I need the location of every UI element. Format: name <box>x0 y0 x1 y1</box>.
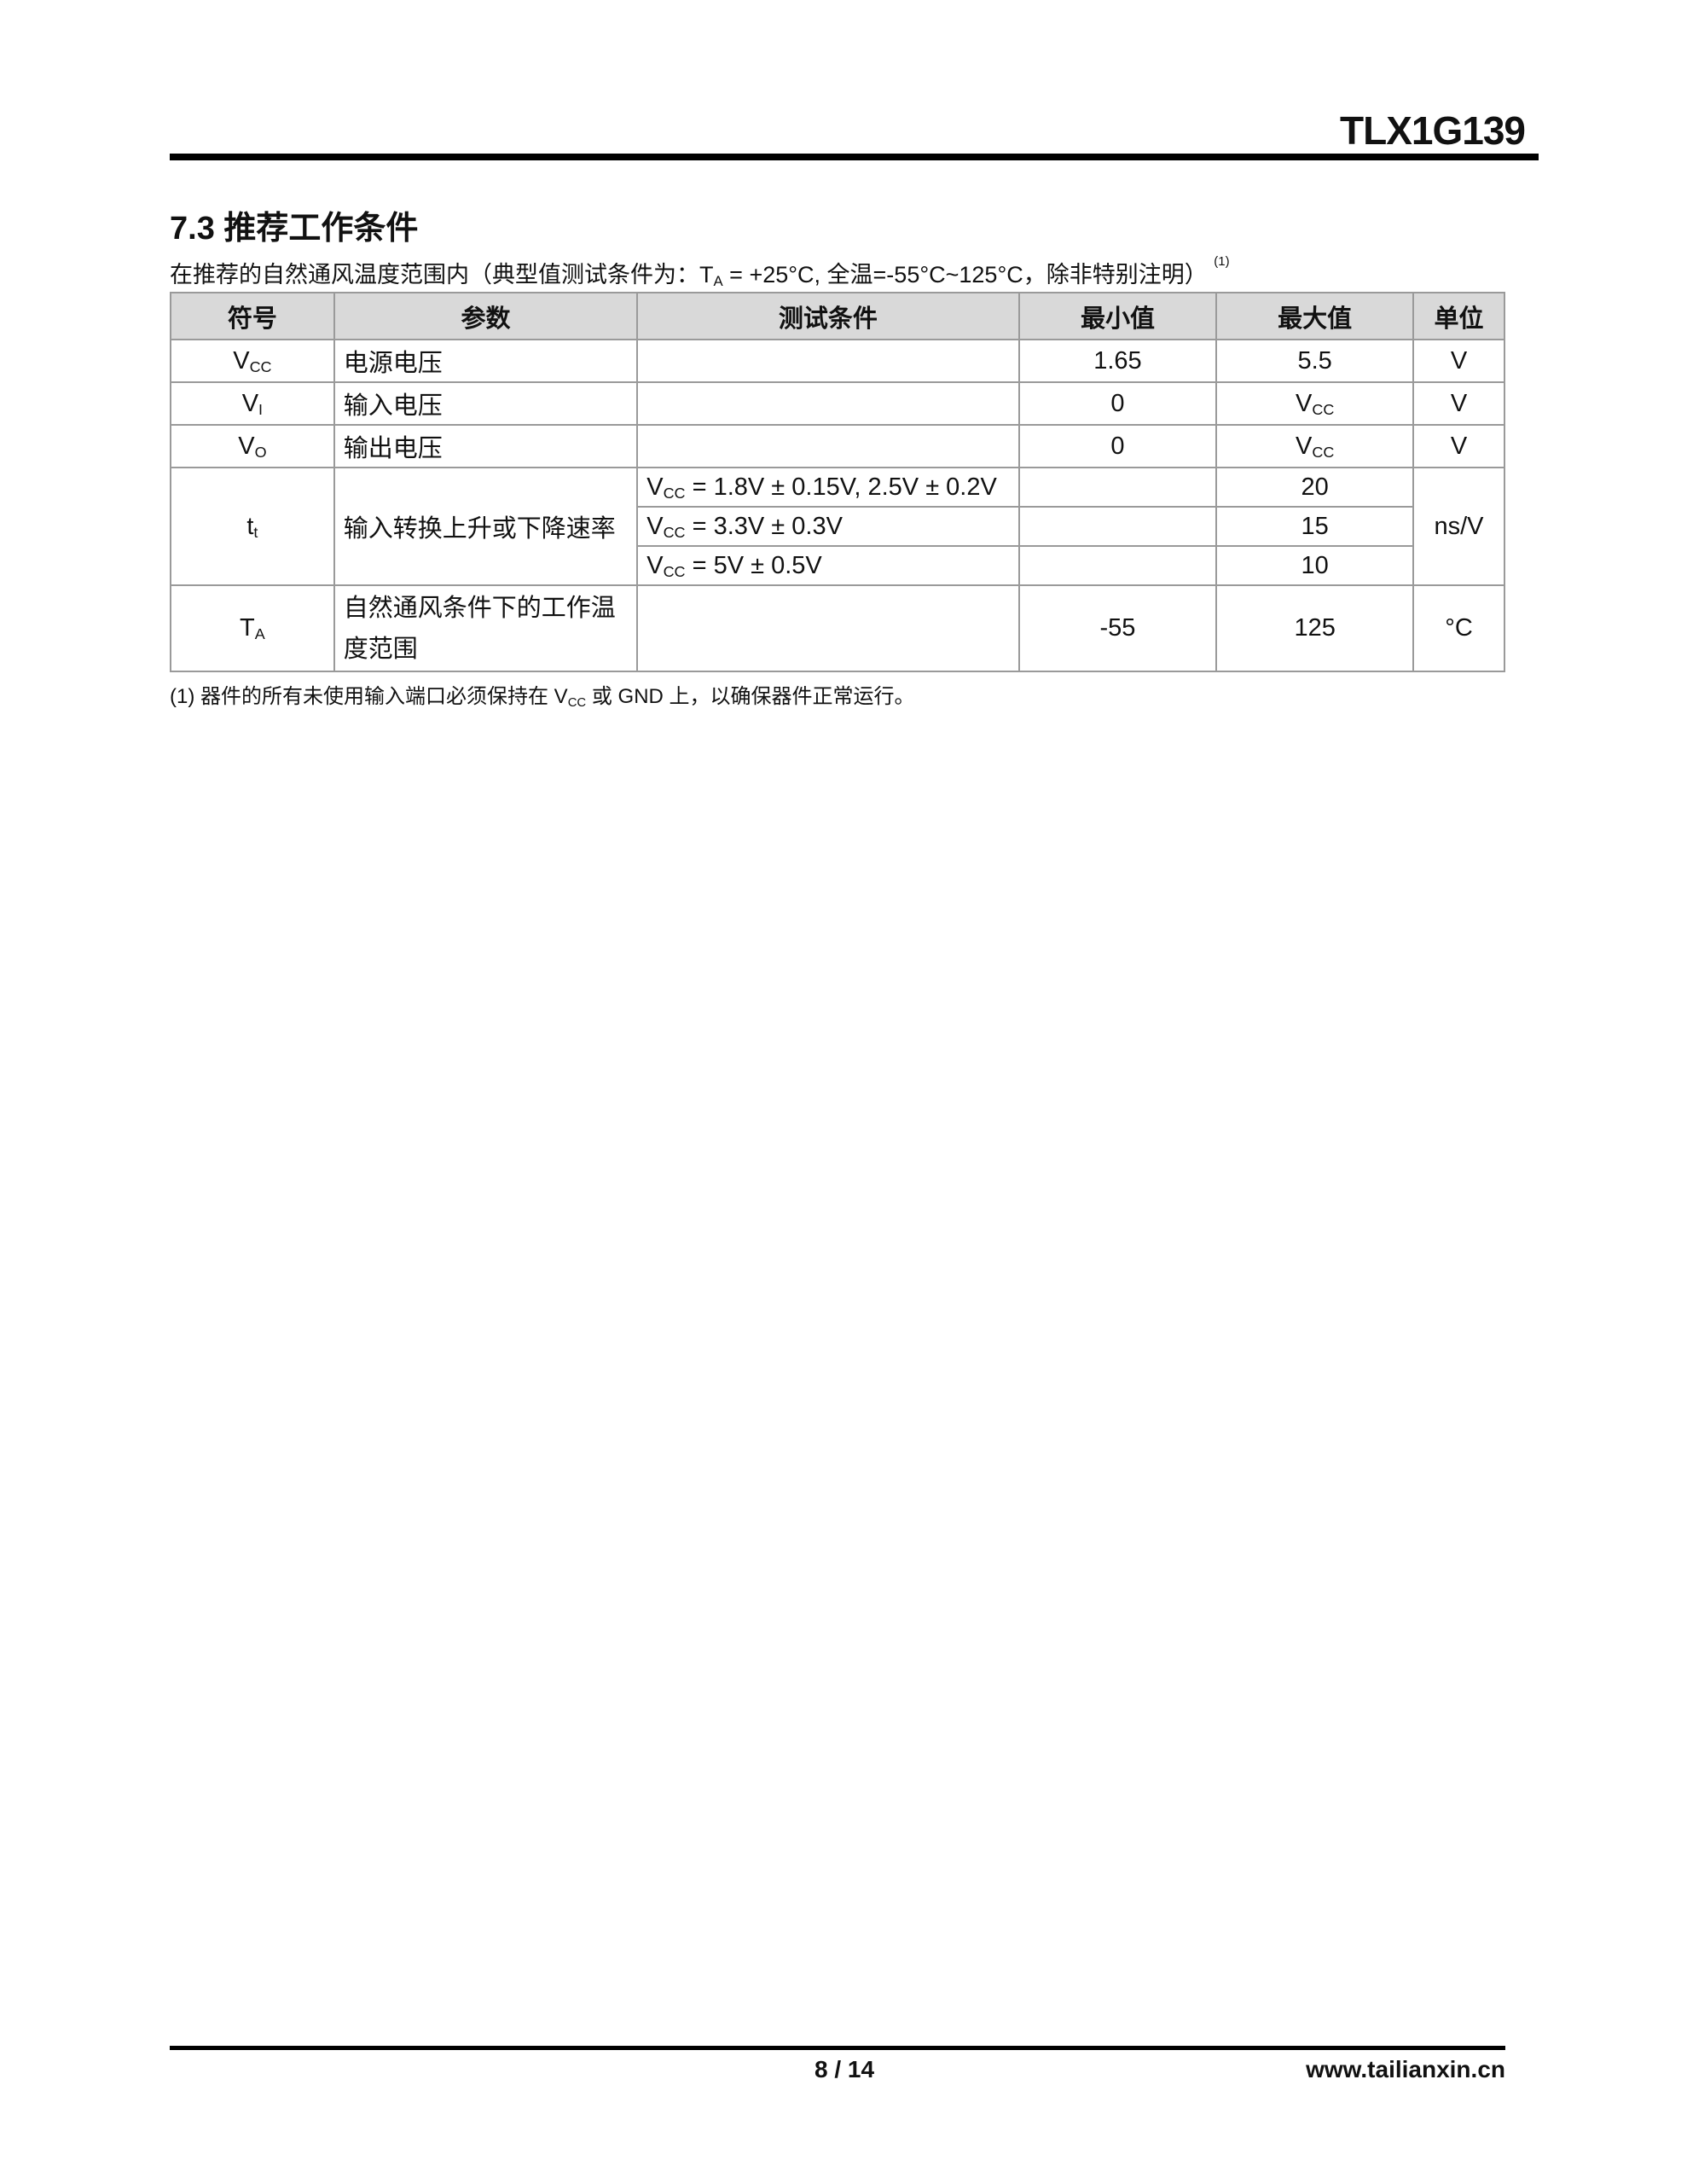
max-cell: 10 <box>1215 545 1415 586</box>
min-cell <box>1017 545 1218 586</box>
header-unit: 单位 <box>1412 292 1505 340</box>
header-conditions: 测试条件 <box>636 292 1020 340</box>
symbol-cell: VO <box>170 424 335 468</box>
max-cell: VCC <box>1215 381 1415 426</box>
cond-v: V <box>646 512 664 540</box>
unit-cell: °C <box>1412 584 1505 672</box>
conditions-cell <box>636 381 1020 426</box>
min-cell: 0 <box>1017 424 1218 468</box>
min-cell: 0 <box>1017 381 1218 426</box>
min-cell <box>1017 467 1218 508</box>
symbol-sub: I <box>258 400 264 418</box>
parameter-cell: 输出电压 <box>333 424 639 468</box>
subtitle-text-2: = +25°C, 全温=-55°C~125°C，除非特别注明） <box>722 262 1208 288</box>
table-row: VI 输入电压 0 VCC V <box>170 381 1505 426</box>
section-subtitle: 在推荐的自然通风温度范围内（典型值测试条件为：TA = +25°C, 全温=-5… <box>170 254 1230 290</box>
symbol: V <box>238 432 255 460</box>
cond-sub: CC <box>663 523 686 541</box>
conditions-cell <box>636 584 1020 672</box>
symbol-sub: t <box>253 523 258 541</box>
symbol-cell: VCC <box>170 339 335 383</box>
min-cell <box>1017 506 1218 547</box>
conditions-cell: VCC = 1.8V ± 0.15V, 2.5V ± 0.2V <box>636 467 1020 508</box>
header-parameter: 参数 <box>333 292 639 340</box>
footnote-text-2: 或 GND 上，以确保器件正常运行。 <box>586 685 915 708</box>
cond-sub: CC <box>663 562 686 580</box>
symbol-sub: A <box>254 625 265 643</box>
max-cell: 15 <box>1215 506 1415 547</box>
unit-cell: V <box>1412 339 1505 383</box>
cond-text: = 3.3V ± 0.3V <box>685 512 843 540</box>
unit-cell: ns/V <box>1412 467 1505 586</box>
unit-cell: V <box>1412 381 1505 426</box>
symbol: V <box>233 346 250 375</box>
footer-divider <box>170 2046 1505 2050</box>
parameter-cell: 输入电压 <box>333 381 639 426</box>
symbol-cell: VI <box>170 381 335 426</box>
max-cell: VCC <box>1215 424 1415 468</box>
table-row: VO 输出电压 0 VCC V <box>170 424 1505 468</box>
conditions-cell: VCC = 5V ± 0.5V <box>636 545 1020 586</box>
max-cell: 125 <box>1215 584 1415 672</box>
table-row: VCC 电源电压 1.65 5.5 V <box>170 339 1505 383</box>
subtitle-text: 在推荐的自然通风温度范围内（典型值测试条件为：T <box>170 262 714 288</box>
cond-text: = 1.8V ± 0.15V, 2.5V ± 0.2V <box>685 473 997 501</box>
header-divider <box>170 154 1539 160</box>
page-number: 8 / 14 <box>814 2056 875 2082</box>
header-max: 最大值 <box>1215 292 1415 340</box>
header-symbol: 符号 <box>170 292 335 340</box>
table-subrow: VCC = 5V ± 0.5V 10 <box>171 545 1504 586</box>
footnote-ref: (1) <box>1214 254 1230 269</box>
parameter-cell: 自然通风条件下的工作温度范围 <box>333 584 639 672</box>
table-header-row: 符号 参数 测试条件 最小值 最大值 单位 <box>170 292 1505 340</box>
cond-text: = 5V ± 0.5V <box>685 551 822 579</box>
max-value: V <box>1296 432 1313 460</box>
unit-cell: V <box>1412 424 1505 468</box>
recommended-conditions-table: 符号 参数 测试条件 最小值 最大值 单位 VCC 电源电压 1.65 5.5 … <box>170 292 1505 672</box>
symbol-sub: O <box>254 443 267 461</box>
document-title: TLX1G139 <box>1340 108 1526 153</box>
symbol: t <box>246 512 254 540</box>
min-cell: 1.65 <box>1017 339 1218 383</box>
website-link[interactable]: www.tailianxin.cn <box>1306 2056 1505 2082</box>
table-row: tt 输入转换上升或下降速率 VCC = 1.8V ± 0.15V, 2.5V … <box>170 467 1505 586</box>
cond-v: V <box>646 551 664 579</box>
symbol-sub: CC <box>249 357 272 375</box>
header-min: 最小值 <box>1017 292 1218 340</box>
min-cell: -55 <box>1017 584 1218 672</box>
conditions-cell <box>636 424 1020 468</box>
parameter-cell: 输入转换上升或下降速率 <box>333 467 639 586</box>
section-title: 7.3 推荐工作条件 <box>170 211 419 247</box>
cond-v: V <box>646 473 664 501</box>
conditions-cell: VCC = 3.3V ± 0.3V <box>636 506 1020 547</box>
max-cell: 5.5 <box>1215 339 1415 383</box>
table-row: TA 自然通风条件下的工作温度范围 -55 125 °C <box>170 584 1505 672</box>
max-sub: CC <box>1312 400 1335 418</box>
symbol-cell: TA <box>170 584 335 672</box>
max-sub: CC <box>1312 443 1335 461</box>
table-subrow: VCC = 3.3V ± 0.3V 15 <box>171 506 1504 547</box>
subtitle-sub: A <box>713 273 723 290</box>
max-cell: 20 <box>1215 467 1415 508</box>
conditions-cell <box>636 339 1020 383</box>
symbol-cell: tt <box>170 467 335 586</box>
max-value: V <box>1296 389 1313 417</box>
parameter-cell: 电源电压 <box>333 339 639 383</box>
symbol: V <box>241 389 259 417</box>
footnote-text: (1) 器件的所有未使用输入端口必须保持在 V <box>170 685 568 708</box>
cond-sub: CC <box>663 484 686 502</box>
symbol: T <box>240 614 255 642</box>
footnote-sub: CC <box>567 695 587 710</box>
footnote: (1) 器件的所有未使用输入端口必须保持在 VCC 或 GND 上，以确保器件正… <box>170 679 915 710</box>
